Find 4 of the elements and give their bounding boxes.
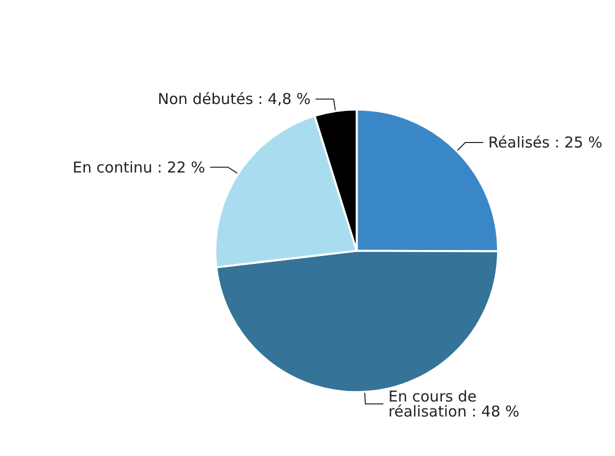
slice-label: En continu : 22 % — [72, 158, 206, 176]
slice-label: Réalisés : 25 % — [488, 134, 602, 152]
slice-label: En cours de réalisation : 48 % — [388, 387, 520, 420]
slice-label: Non débutés : 4,8 % — [158, 90, 311, 108]
